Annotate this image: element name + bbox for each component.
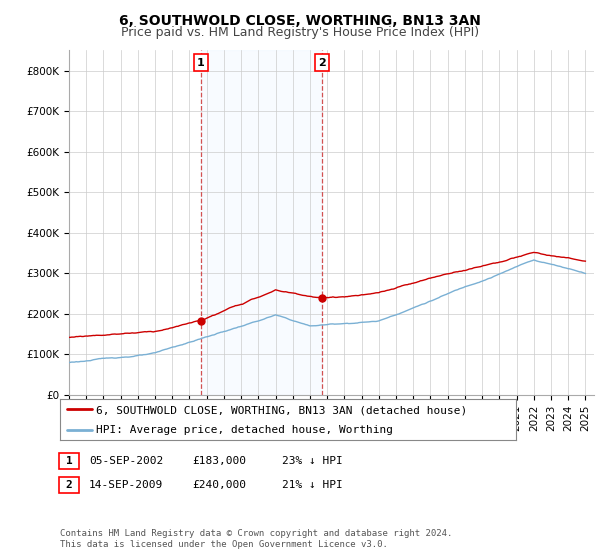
Text: 14-SEP-2009: 14-SEP-2009 <box>89 480 163 490</box>
Text: 05-SEP-2002: 05-SEP-2002 <box>89 456 163 466</box>
Text: Price paid vs. HM Land Registry's House Price Index (HPI): Price paid vs. HM Land Registry's House … <box>121 26 479 39</box>
Bar <box>201 50 322 395</box>
Text: 21% ↓ HPI: 21% ↓ HPI <box>282 480 343 490</box>
Text: 2: 2 <box>65 480 73 490</box>
Text: Contains HM Land Registry data © Crown copyright and database right 2024.
This d: Contains HM Land Registry data © Crown c… <box>60 529 452 549</box>
Text: 1: 1 <box>197 58 205 68</box>
Text: 2: 2 <box>318 58 326 68</box>
Text: HPI: Average price, detached house, Worthing: HPI: Average price, detached house, Wort… <box>97 426 394 435</box>
Text: 23% ↓ HPI: 23% ↓ HPI <box>282 456 343 466</box>
Text: 1: 1 <box>65 456 73 466</box>
Text: 6, SOUTHWOLD CLOSE, WORTHING, BN13 3AN: 6, SOUTHWOLD CLOSE, WORTHING, BN13 3AN <box>119 14 481 28</box>
Text: £240,000: £240,000 <box>192 480 246 490</box>
Text: £183,000: £183,000 <box>192 456 246 466</box>
Text: 6, SOUTHWOLD CLOSE, WORTHING, BN13 3AN (detached house): 6, SOUTHWOLD CLOSE, WORTHING, BN13 3AN (… <box>97 405 468 415</box>
